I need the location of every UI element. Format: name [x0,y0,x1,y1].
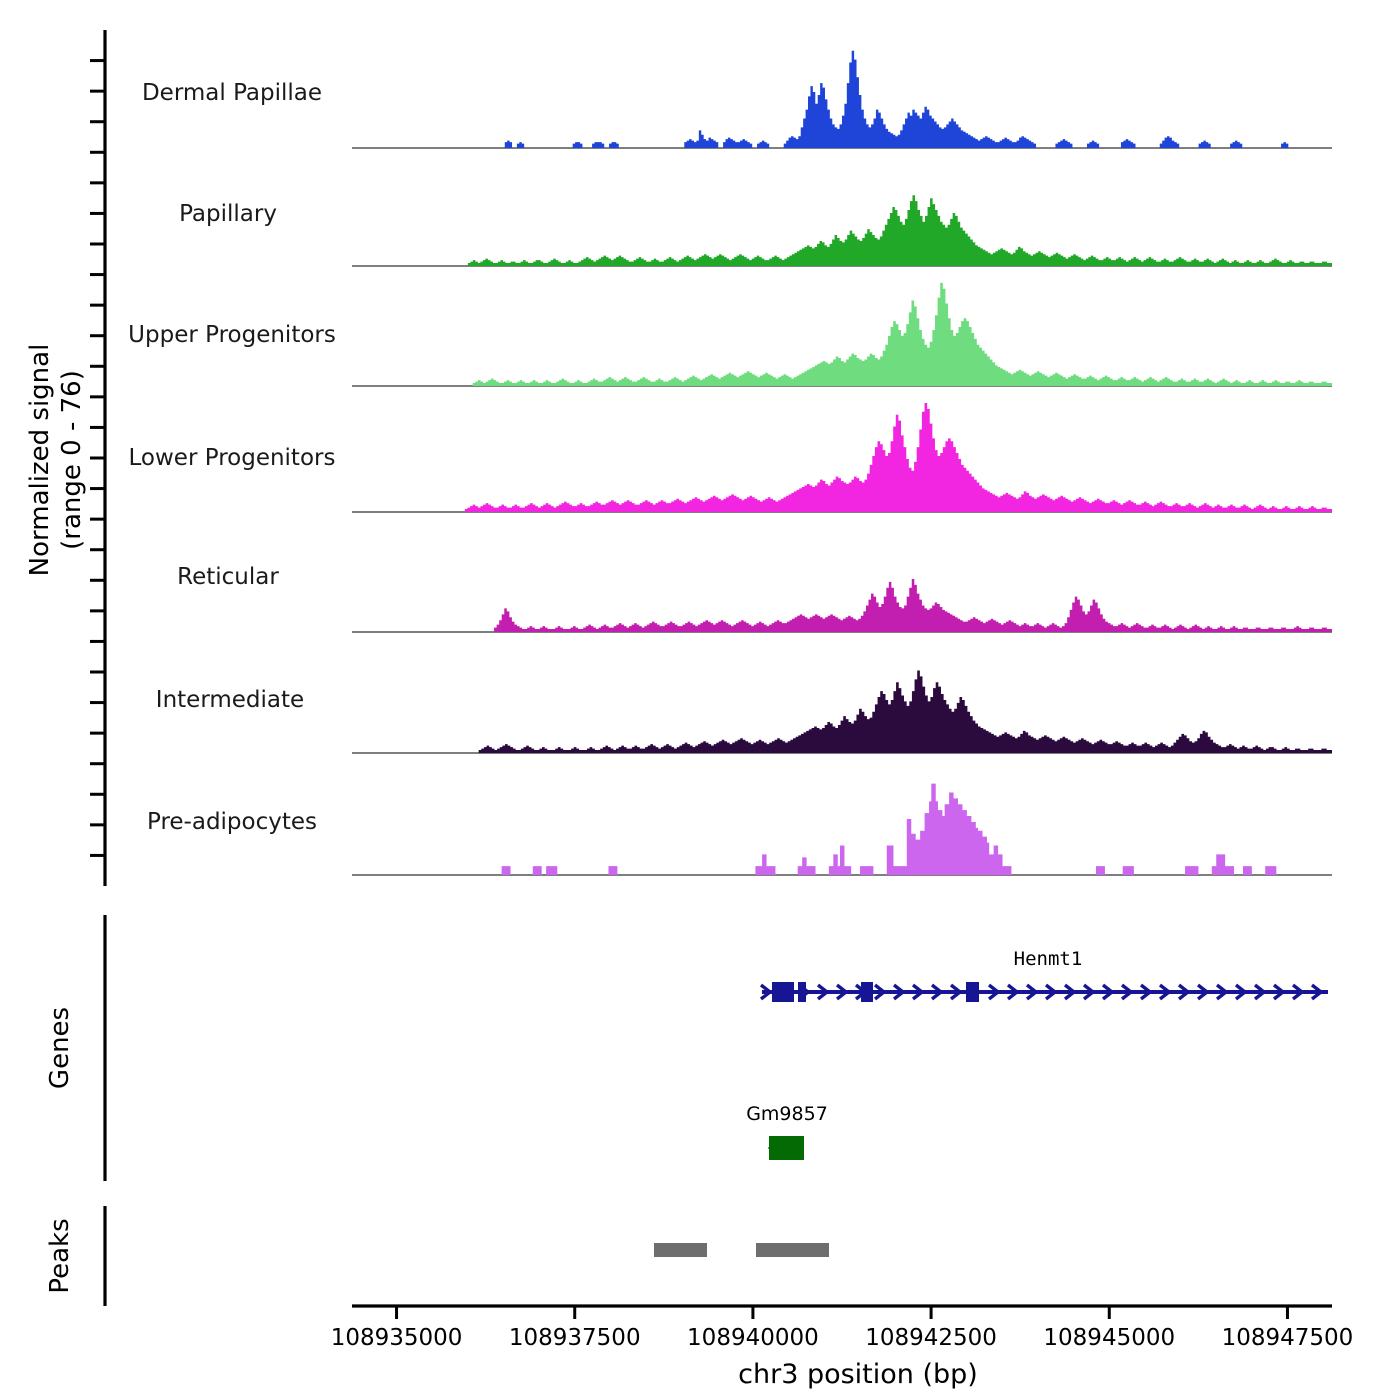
gene-exon-block [772,982,794,1002]
gene-strand-arrow-icon [1139,983,1153,1001]
track-label-dermal-papillae: Dermal Papillae [142,80,322,106]
peak-region-bar[interactable] [654,1243,707,1257]
x-axis-tick-label: 108945000 [1043,1325,1175,1351]
signal-axis-ticks [90,59,105,857]
gene-henmt1[interactable]: Henmt1 [759,948,1328,1002]
gene-strand-arrow-icon [1291,983,1305,1001]
signal-track: Pre-adipocytes [147,783,1333,876]
x-axis-ticks: 108935000 108937500 108940000 108942500 1089… [331,1306,1354,1351]
genes-features-group: Henmt1 Gm9857 [746,948,1328,1160]
gene-strand-arrow-icon [987,983,1001,1001]
gene-strand-arrow-icon [1158,983,1172,1001]
genes-axis-title: Genes [45,1007,75,1089]
x-axis-tick-label: 108937500 [509,1325,641,1351]
gene-strand-arrow-icon [816,983,830,1001]
x-axis-title: chr3 position (bp) [738,1359,978,1390]
gene-strand-arrow-icon [892,983,906,1001]
gene-strand-arrow-icon [1215,983,1229,1001]
gene-strand-arrow-icon [1063,983,1077,1001]
signal-area [412,402,1333,512]
signal-track: Intermediate [156,670,1333,754]
gene-strand-arrow-icon [873,983,887,1001]
x-axis-tick-label: 108940000 [687,1325,819,1351]
gene-strand-arrow-icon [949,983,963,1001]
genes-panel: Genes Henmt1 Gm9857 [45,915,1328,1181]
gene-name-label: Henmt1 [1014,948,1083,970]
x-axis-tick-label: 108942500 [865,1325,997,1351]
gene-strand-arrow-icon [1234,983,1248,1001]
gene-name-label: Gm9857 [746,1103,828,1125]
gene-strand-arrow-icon [1310,983,1324,1001]
track-label-reticular: Reticular [177,564,279,590]
signal-tracks-group: Dermal Papillae Papillary Upper Progenitor… [128,50,1333,876]
signal-area [412,783,1333,875]
track-label-upper-progenitors: Upper Progenitors [128,322,336,348]
signal-area [412,282,1333,386]
y-axis-title: Normalized signal (range 0 - 76) [25,344,87,577]
gene-strand-arrow-icon [930,983,944,1001]
gene-exon-block [966,982,979,1002]
y-axis-title-line2: (range 0 - 76) [57,370,87,550]
signal-area [412,50,1333,148]
gene-strand-arrow-icon [1044,983,1058,1001]
gene-strand-arrow-icon [1196,983,1210,1001]
track-label-intermediate: Intermediate [156,687,304,713]
gene-exon-block [861,982,873,1002]
signal-panel-axis [90,30,107,886]
signal-track: Papillary [179,195,1333,267]
peak-region-bar[interactable] [756,1243,829,1257]
gene-strand-arrow-icon [911,983,925,1001]
peaks-features-group [654,1243,829,1257]
x-axis-tick-label: 108947500 [1222,1325,1354,1351]
gene-strand-arrow-icon [1082,983,1096,1001]
signal-track: Lower Progenitors [129,402,1333,513]
y-axis-title-line1: Normalized signal [25,344,55,577]
signal-track: Dermal Papillae [142,50,1333,149]
track-label-lower-progenitors: Lower Progenitors [129,445,336,471]
gene-strand-arrow-icon [1025,983,1039,1001]
track-label-pre-adipocytes: Pre-adipocytes [147,809,317,835]
gene-strand-arrow-icon [1272,983,1286,1001]
gene-strand-arrow-icon [1101,983,1115,1001]
peaks-axis-title: Peaks [45,1218,75,1293]
gene-strand-arrow-icon [759,983,773,1001]
track-label-papillary: Papillary [179,201,277,227]
signal-area [412,195,1333,266]
x-axis: 108935000 108937500 108940000 108942500 1089… [331,1304,1354,1390]
signal-track: Upper Progenitors [128,282,1333,387]
signal-track: Reticular [177,564,1333,633]
gene-strand-arrow-icon [1253,983,1267,1001]
peaks-panel: Peaks [45,1206,829,1306]
gene-strand-arrow-icon [1006,983,1020,1001]
gene-strand-arrow-icon [1120,983,1134,1001]
gene-exon-block [798,982,806,1002]
gene-gm9857[interactable]: Gm9857 [746,1103,828,1160]
x-axis-tick-label: 108935000 [331,1325,463,1351]
signal-area [412,578,1333,632]
gene-strand-arrow-icon [1177,983,1191,1001]
signal-area [412,670,1333,753]
gene-exon-block [769,1136,804,1160]
gene-strand-arrow-icon [835,983,849,1001]
